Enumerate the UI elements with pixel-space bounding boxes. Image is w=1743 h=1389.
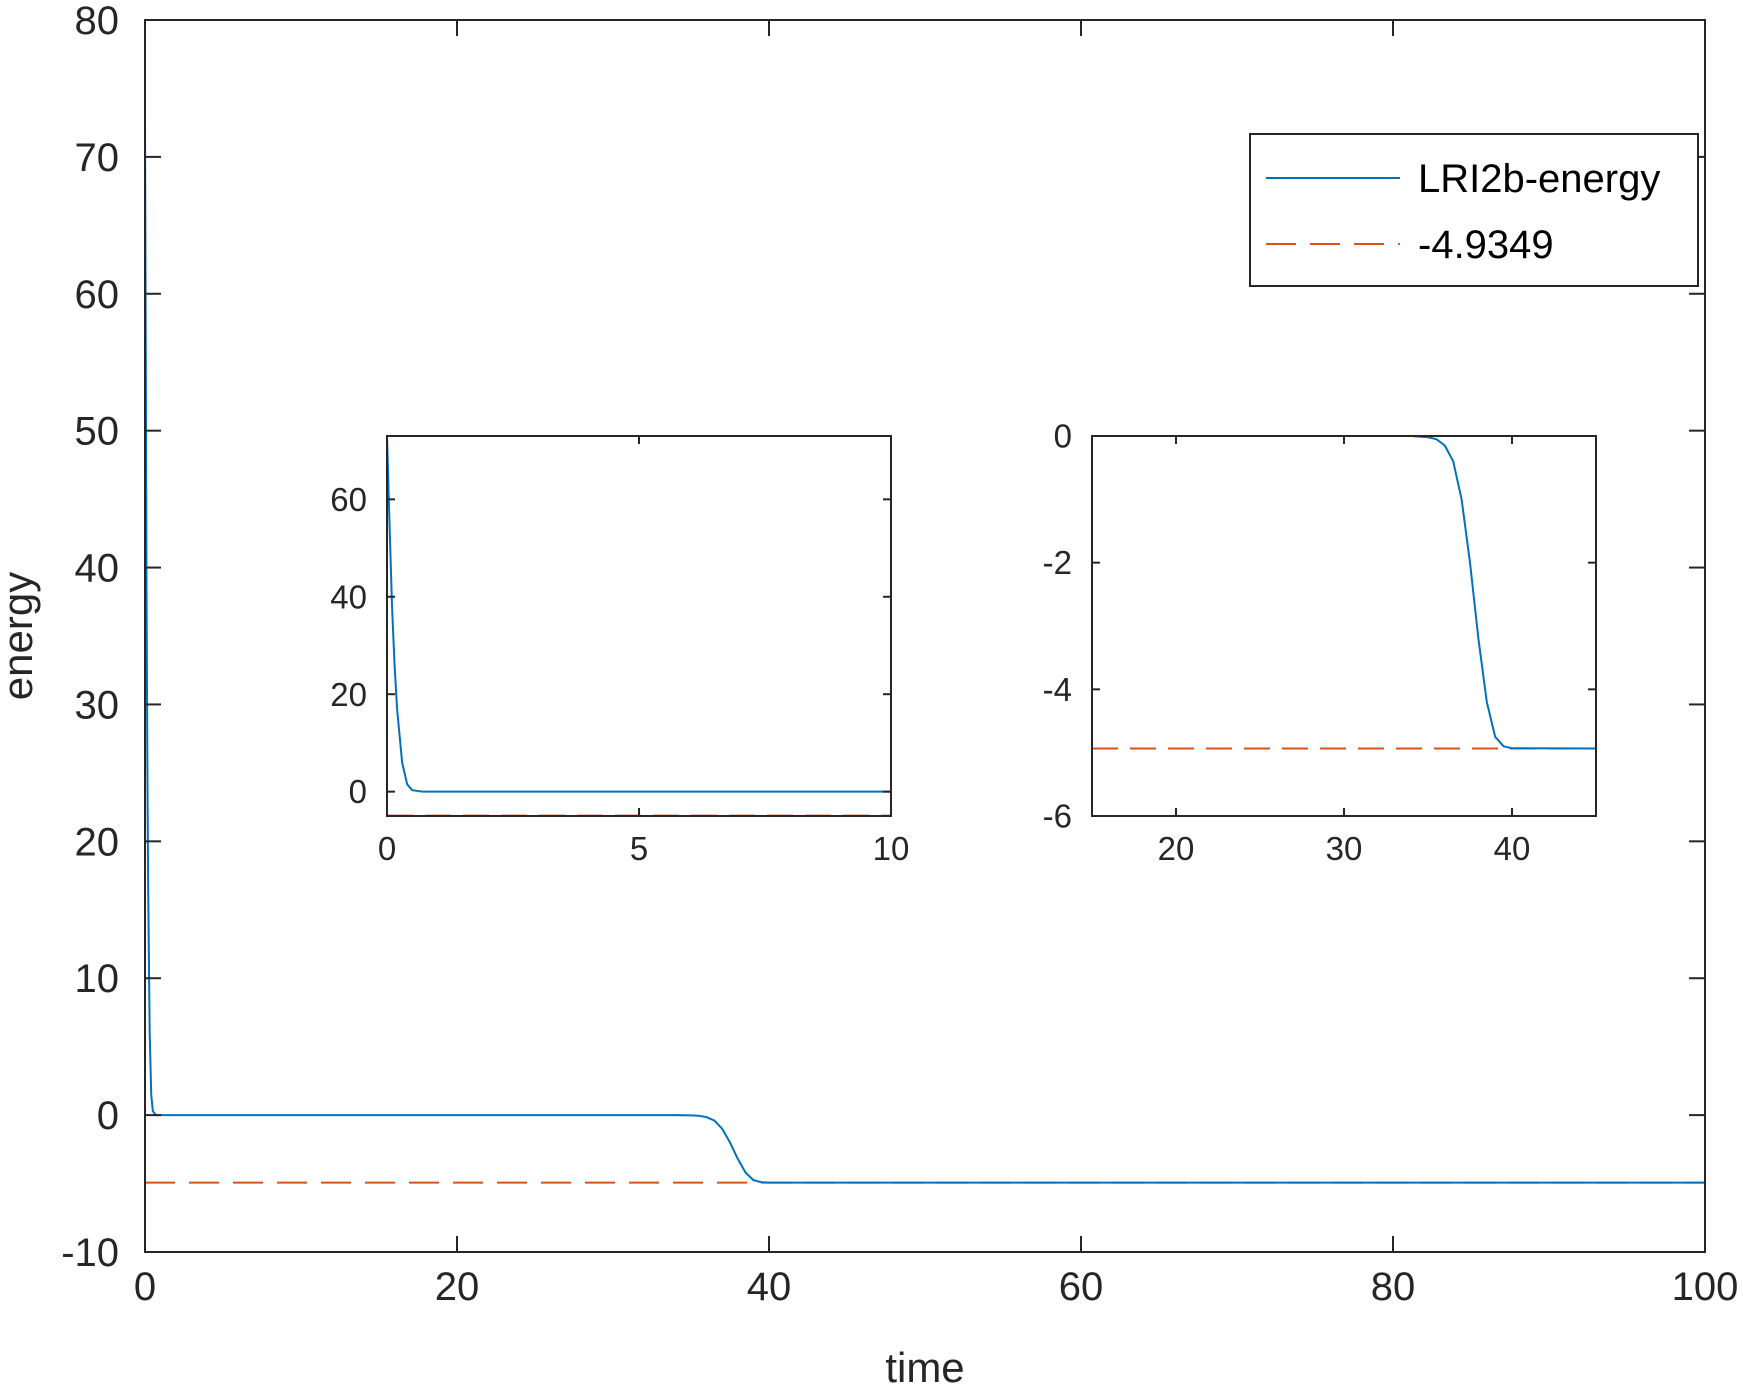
- inset-left-ytick-label: 60: [330, 481, 367, 518]
- inset-right-ytick-label: -2: [1043, 544, 1072, 581]
- inset-right-xtick-label: 30: [1326, 830, 1363, 867]
- main-xtick-label: 80: [1371, 1265, 1416, 1309]
- main-axes-box: [144, 19, 1706, 1253]
- main-y-axis-label: energy: [0, 572, 41, 700]
- main-x-axis-label: time: [885, 1344, 964, 1389]
- inset-left-xtick-label: 5: [630, 830, 648, 867]
- legend: LRI2b-energy -4.9349: [1249, 133, 1699, 287]
- main-ytick-label: -10: [61, 1231, 119, 1275]
- main-xtick-label: 60: [1059, 1265, 1104, 1309]
- inset-left-ytick-label: 40: [330, 578, 367, 615]
- inset-right-ytick-label: 0: [1054, 418, 1072, 455]
- legend-entry-2: -4.9349: [1418, 223, 1554, 267]
- main-xtick-label: 40: [747, 1265, 792, 1309]
- main-ytick-label: 10: [75, 957, 120, 1001]
- main-xtick-label: 0: [134, 1265, 156, 1309]
- inset-right-xtick-label: 20: [1158, 830, 1195, 867]
- inset-right-axes: 20 30 40 -6 -4 -2 0: [1043, 418, 1597, 867]
- main-ytick-label: 30: [75, 683, 120, 727]
- main-xtick-label: 20: [435, 1265, 480, 1309]
- inset-right-ytick-label: -4: [1043, 671, 1072, 708]
- inset-left-xtick-label: 10: [873, 830, 910, 867]
- main-ytick-label: 0: [97, 1094, 119, 1138]
- inset-right-ytick-label: -6: [1043, 798, 1072, 835]
- inset-left-plot-area: [387, 436, 891, 816]
- main-ytick-label: 20: [75, 820, 120, 864]
- main-ytick-label: 70: [75, 136, 120, 180]
- inset-right-plot-area: [1092, 436, 1596, 816]
- inset-left-xtick-label: 0: [378, 830, 396, 867]
- inset-left-series-energy-line: [387, 436, 891, 793]
- main-ytick-label: 80: [75, 0, 120, 43]
- main-series-energy-line: [145, 115, 1705, 1184]
- legend-entry-1: LRI2b-energy: [1418, 157, 1660, 201]
- inset-right-series-energy-line: [1092, 436, 1596, 750]
- inset-left-ytick-label: 0: [349, 773, 367, 810]
- legend-box: [1249, 133, 1699, 287]
- main-xtick-label: 100: [1672, 1265, 1739, 1309]
- inset-left-ytick-label: 20: [330, 676, 367, 713]
- main-ytick-label: 40: [75, 547, 120, 591]
- inset-right-xtick-label: 40: [1494, 830, 1531, 867]
- main-ytick-label: 60: [75, 273, 120, 317]
- main-ytick-label: 50: [75, 410, 120, 454]
- inset-left-axes: 0 5 10 0 20 40 60: [330, 435, 910, 867]
